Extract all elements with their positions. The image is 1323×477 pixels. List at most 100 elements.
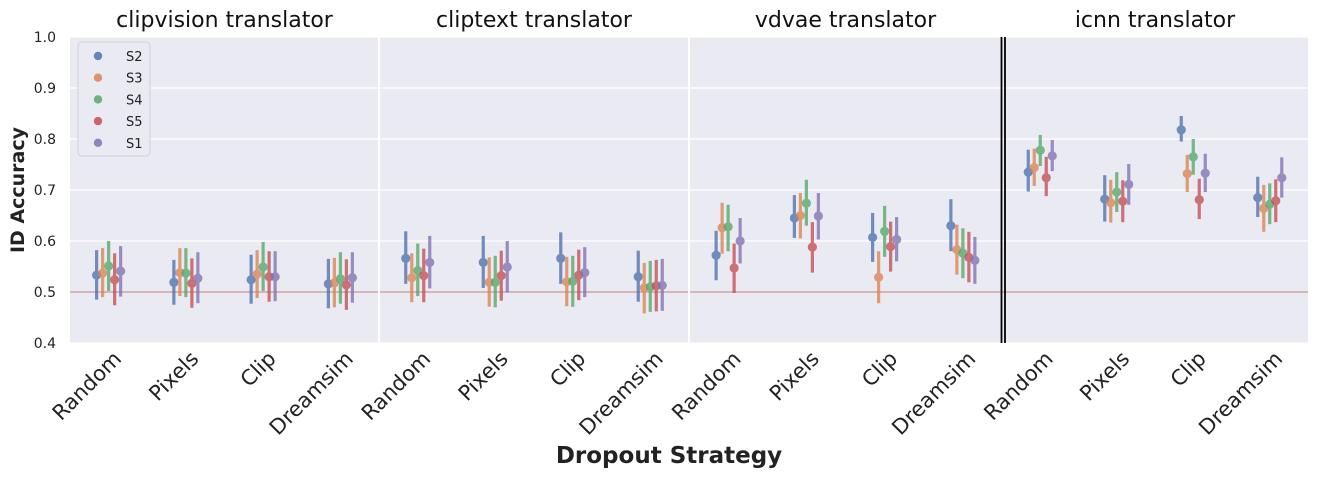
point-s5 [419, 248, 429, 303]
point-s2 [1176, 116, 1186, 142]
mean-marker [496, 271, 506, 281]
mean-marker [807, 242, 817, 252]
legend: S2 S3 S4 S5 S1 [77, 41, 151, 157]
mean-marker [1106, 198, 1116, 208]
point-s1 [425, 235, 435, 289]
point-s1 [1124, 163, 1134, 205]
x-tick-label: Pixels [765, 347, 824, 406]
point-s2 [556, 232, 566, 284]
mean-marker [347, 273, 357, 283]
point-s3 [98, 248, 108, 298]
y-tick-label: 0.4 [34, 336, 56, 352]
legend-label: S2 [126, 50, 143, 65]
point-s2 [711, 230, 721, 281]
mean-marker [116, 266, 126, 276]
mean-marker [335, 274, 345, 284]
point-s3 [874, 251, 884, 304]
mean-marker [401, 253, 411, 263]
mean-marker [1277, 173, 1287, 183]
legend-box [77, 41, 151, 157]
y-tick-label: 1.0 [34, 30, 56, 46]
x-tick-label: Dreamsim [265, 347, 358, 440]
mean-marker [413, 265, 423, 276]
mean-marker [657, 280, 667, 290]
point-s1 [813, 193, 823, 240]
point-s5 [807, 222, 817, 273]
mean-marker [104, 261, 114, 271]
point-s4 [568, 255, 578, 307]
x-tick-label: Clip [857, 347, 902, 392]
point-s1 [892, 217, 902, 262]
point-s3 [1106, 179, 1116, 223]
y-axis-label: ID Accuracy [7, 126, 29, 253]
point-s4 [1112, 172, 1122, 212]
mean-marker [633, 272, 643, 282]
mean-marker [1035, 145, 1045, 155]
legend-label: S4 [126, 93, 143, 108]
point-s4 [1035, 134, 1045, 167]
point-s5 [1118, 180, 1128, 223]
mean-marker [556, 253, 566, 263]
point-s4 [104, 241, 114, 291]
point-s4 [1188, 139, 1198, 175]
point-s1 [116, 246, 126, 297]
point-s4 [801, 179, 811, 226]
point-s3 [1029, 148, 1039, 186]
mean-marker [246, 275, 256, 285]
point-s1 [970, 236, 980, 284]
y-tick-label: 0.8 [34, 132, 56, 148]
point-s2 [868, 212, 878, 262]
mean-marker [813, 211, 823, 221]
point-s3 [1182, 154, 1192, 193]
mean-marker [1029, 162, 1039, 173]
mean-marker [1194, 195, 1204, 205]
panel-separators [378, 37, 1006, 343]
mean-marker [1188, 152, 1198, 162]
mean-marker [711, 250, 721, 260]
mean-marker [801, 198, 811, 208]
point-s2 [478, 235, 488, 288]
mean-marker [795, 210, 805, 221]
point-s4 [181, 248, 191, 298]
panel-title: vdvae translator [755, 8, 937, 33]
panel-title: cliptext translator [436, 8, 633, 33]
point-s1 [735, 218, 745, 264]
mean-marker [723, 222, 733, 232]
x-tick-label: Random [667, 347, 745, 425]
x-tick-label: Clip [1166, 347, 1211, 392]
point-s4 [258, 242, 268, 291]
panel-titles: clipvision translator cliptext translator… [116, 8, 1236, 33]
point-s1 [1200, 153, 1210, 193]
x-tick-label: Clip [545, 347, 590, 392]
x-tick-label: Clip [236, 347, 281, 392]
mean-marker [181, 268, 191, 278]
y-tick-labels: 0.4 0.5 0.6 0.7 0.8 0.9 1.0 [34, 30, 56, 352]
point-s5 [886, 221, 896, 272]
mean-marker [580, 268, 590, 278]
point-s1 [347, 252, 357, 303]
mean-marker [1041, 173, 1051, 183]
mean-marker [868, 232, 878, 243]
mean-marker [886, 242, 896, 252]
point-s1 [502, 241, 512, 293]
x-tick-label: Random [48, 347, 126, 425]
mean-marker [258, 262, 268, 272]
point-s3 [252, 250, 262, 299]
point-s3 [407, 253, 417, 303]
x-tick-label: Dreamsim [1194, 347, 1287, 440]
mean-marker [568, 276, 578, 286]
point-s2 [401, 231, 411, 284]
point-s3 [795, 193, 805, 239]
mean-marker [252, 269, 262, 279]
mean-marker [970, 255, 980, 265]
point-s2 [246, 254, 256, 304]
point-s5 [1041, 156, 1051, 197]
point-s5 [187, 258, 197, 308]
mean-marker [502, 262, 512, 272]
mean-marker [169, 277, 179, 287]
point-s1 [270, 251, 280, 302]
mean-marker [1271, 196, 1281, 206]
mean-marker [874, 272, 884, 282]
point-s2 [1253, 176, 1263, 218]
